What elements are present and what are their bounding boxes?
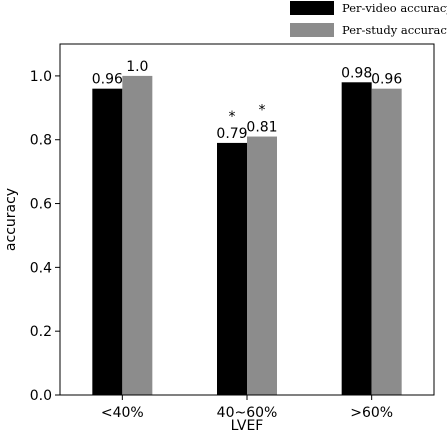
data-label-per-study-accuracy-40-to-60pct: 0.81 xyxy=(246,120,277,136)
bar-per-study-accuracy-lt40pct xyxy=(122,75,153,395)
bars-group: 0.961.00.790.810.980.96 xyxy=(92,59,402,396)
legend: Per-video accuracy Per-study accuracy xyxy=(290,1,447,37)
y-tick-label: 0.4 xyxy=(30,260,52,276)
y-tick-label: 0.6 xyxy=(30,197,52,213)
bar-per-study-accuracy-gt60pct xyxy=(371,88,402,395)
y-tick-label: 1.0 xyxy=(30,69,52,85)
bar-per-video-accuracy-lt40pct xyxy=(92,88,123,395)
y-axis: 0.0 0.2 0.4 0.6 0.8 1.0 xyxy=(30,69,60,404)
x-axis: <40% 40~60% >60% xyxy=(101,395,393,421)
bar-per-video-accuracy-gt60pct xyxy=(341,82,372,396)
x-tick-label-lt40pct: <40% xyxy=(101,405,144,421)
legend-label-per-study-accuracy: Per-study accuracy xyxy=(342,23,447,37)
significance-marker: * xyxy=(229,109,236,125)
x-axis-label: LVEF xyxy=(231,418,264,434)
data-label-per-video-accuracy-lt40pct: 0.96 xyxy=(92,72,123,88)
x-tick-label-40-to-60pct: 40~60% xyxy=(217,405,278,421)
bar-per-study-accuracy-40-to-60pct xyxy=(247,136,277,395)
significance-marker: * xyxy=(259,103,266,119)
y-tick-label: 0.0 xyxy=(30,388,52,404)
legend-label-per-video-accuracy: Per-video accuracy xyxy=(342,1,447,15)
y-axis-label: accuracy xyxy=(3,188,19,251)
data-label-per-video-accuracy-gt60pct: 0.98 xyxy=(341,65,372,81)
x-tick-label-gt60pct: >60% xyxy=(350,405,393,421)
y-tick-label: 0.2 xyxy=(30,324,52,340)
data-label-per-study-accuracy-lt40pct: 1.0 xyxy=(126,59,148,75)
data-label-per-video-accuracy-40-to-60pct: 0.79 xyxy=(216,126,247,142)
legend-swatch-per-video-accuracy xyxy=(290,1,334,15)
data-label-per-study-accuracy-gt60pct: 0.96 xyxy=(371,72,402,88)
legend-swatch-per-study-accuracy xyxy=(290,23,334,37)
bar-per-video-accuracy-40-to-60pct xyxy=(217,142,247,395)
y-tick-label: 0.8 xyxy=(30,133,52,149)
annotations-group: * * xyxy=(229,103,266,125)
